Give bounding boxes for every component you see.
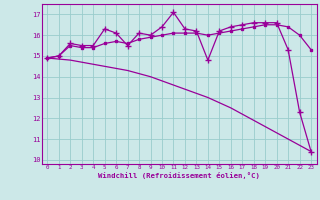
X-axis label: Windchill (Refroidissement éolien,°C): Windchill (Refroidissement éolien,°C) <box>98 172 260 179</box>
